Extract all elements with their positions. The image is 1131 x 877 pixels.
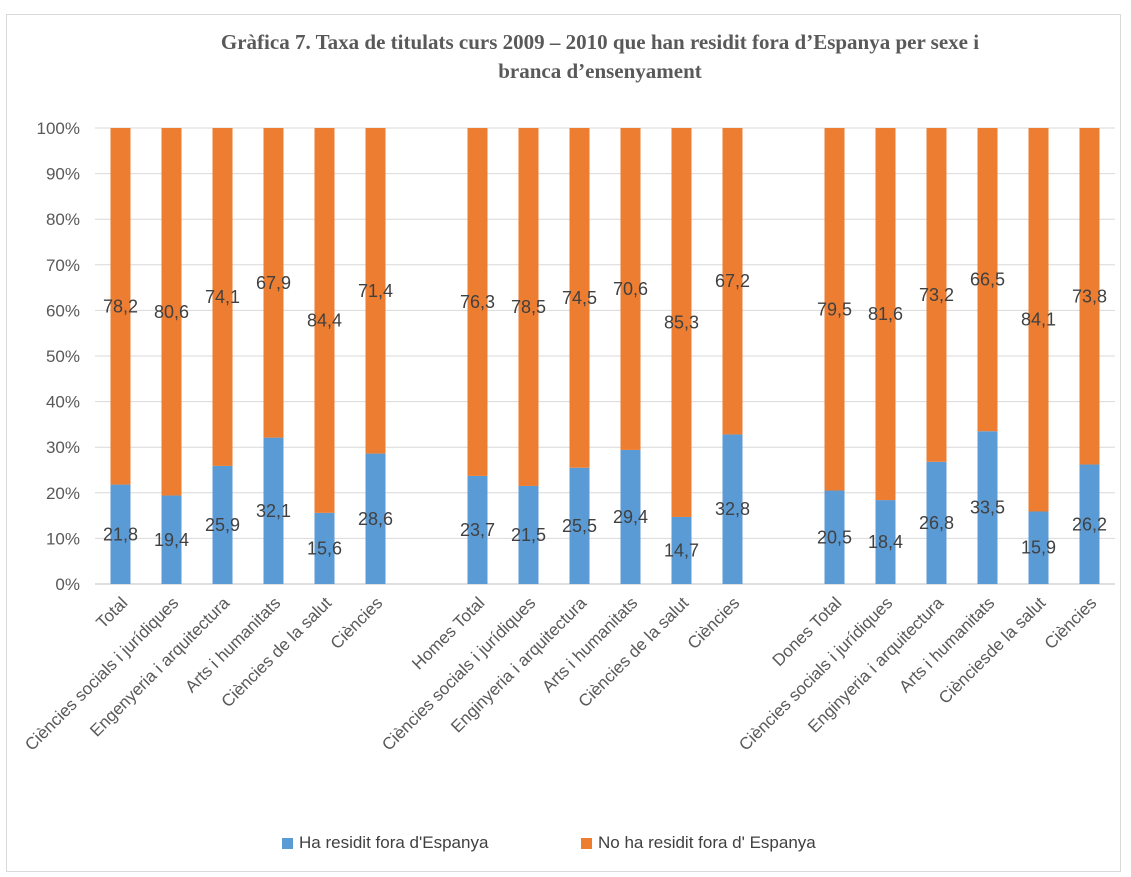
bar-segment-series-1 (824, 490, 845, 584)
data-label-series-1: 15,9 (1021, 538, 1056, 558)
bar-segment-series-1 (518, 485, 539, 584)
bar-segment-series-1 (926, 461, 947, 584)
bar-segment-series-2 (977, 128, 998, 432)
data-label-series-1: 25,9 (205, 515, 240, 535)
data-label-series-2: 76,3 (460, 292, 495, 312)
y-tick-label: 40% (46, 393, 80, 412)
bar-segment-series-1 (161, 495, 182, 584)
y-tick-label: 90% (46, 165, 80, 184)
bar-segment-series-1 (671, 516, 692, 584)
data-label-series-1: 19,4 (154, 530, 189, 550)
legend-item-series-1: Ha residit fora d'Espanya (282, 833, 488, 853)
data-label-series-2: 71,4 (358, 281, 393, 301)
data-label-series-1: 32,8 (715, 499, 750, 519)
data-label-series-2: 85,3 (664, 312, 699, 332)
y-tick-label: 80% (46, 210, 80, 229)
data-label-series-1: 21,5 (511, 525, 546, 545)
data-label-series-2: 74,5 (562, 288, 597, 308)
bar-segment-series-1 (1079, 464, 1100, 584)
chart-title: Gràfica 7. Taxa de titulats curs 2009 – … (220, 30, 980, 83)
bar-segment-series-2 (620, 128, 641, 450)
bar-segment-series-2 (365, 128, 386, 454)
x-tick-label: Total (92, 593, 131, 632)
data-label-series-2: 70,6 (613, 279, 648, 299)
y-tick-label: 10% (46, 529, 80, 548)
data-label-series-2: 84,1 (1021, 310, 1056, 330)
data-label-series-2: 66,5 (970, 270, 1005, 290)
bar-segment-series-1 (875, 500, 896, 584)
bar-segment-series-1 (314, 512, 335, 584)
data-label-series-2: 84,4 (307, 310, 342, 330)
bar-segment-series-2 (1079, 128, 1100, 465)
data-label-series-2: 80,6 (154, 302, 189, 322)
data-label-series-2: 78,2 (103, 296, 138, 316)
data-label-series-2: 81,6 (868, 304, 903, 324)
x-tick-label: Ciències (684, 593, 744, 653)
bar-segment-series-1 (722, 434, 743, 584)
data-label-series-2: 67,9 (256, 273, 291, 293)
data-label-series-1: 15,6 (307, 538, 342, 558)
bar-segment-series-2 (263, 128, 284, 438)
bar-segment-series-2 (518, 128, 539, 486)
bar-segment-series-2 (212, 128, 233, 466)
data-label-series-1: 23,7 (460, 520, 495, 540)
x-tick-label: Ciències (327, 593, 387, 653)
legend-label-series-2: No ha residit fora d' Espanya (598, 833, 816, 852)
bar-segment-series-2 (875, 128, 896, 501)
bar-segment-series-2 (161, 128, 182, 496)
y-tick-label: 20% (46, 484, 80, 503)
bar-segment-series-1 (212, 465, 233, 584)
y-tick-label: 70% (46, 256, 80, 275)
data-label-series-2: 78,5 (511, 297, 546, 317)
data-label-series-1: 14,7 (664, 540, 699, 560)
bar-segment-series-2 (467, 128, 488, 476)
x-tick-label: Arts i humanitats (538, 593, 641, 696)
legend-label-series-1: Ha residit fora d'Espanya (299, 833, 489, 852)
data-label-series-1: 32,1 (256, 501, 291, 521)
legend-item-series-2: No ha residit fora d' Espanya (581, 833, 816, 853)
bar-segment-series-1 (1028, 511, 1049, 584)
bar-segment-series-2 (569, 128, 590, 468)
data-label-series-1: 28,6 (358, 509, 393, 529)
bar-segment-series-2 (314, 128, 335, 513)
bar-segment-series-2 (722, 128, 743, 435)
data-label-series-1: 18,4 (868, 532, 903, 552)
y-tick-label: 60% (46, 301, 80, 320)
data-label-series-2: 67,2 (715, 271, 750, 291)
data-label-series-1: 20,5 (817, 527, 852, 547)
bar-segment-series-1 (977, 431, 998, 584)
data-label-series-2: 79,5 (817, 299, 852, 319)
bar-segment-series-2 (110, 128, 131, 485)
x-tick-label: Arts i humanitats (895, 593, 998, 696)
data-label-series-1: 29,4 (613, 507, 648, 527)
bar-segment-series-1 (110, 484, 131, 584)
bar-segment-series-2 (671, 128, 692, 517)
legend-swatch-series-2 (581, 837, 592, 849)
data-label-series-1: 33,5 (970, 498, 1005, 518)
bar-segment-series-1 (365, 453, 386, 584)
x-tick-label: Ciències (1041, 593, 1101, 653)
y-tick-label: 50% (46, 347, 80, 366)
data-label-series-1: 25,5 (562, 516, 597, 536)
data-label-series-2: 74,1 (205, 287, 240, 307)
bar-segment-series-1 (620, 449, 641, 584)
bar-segment-series-2 (824, 128, 845, 491)
bar-segment-series-1 (263, 437, 284, 584)
bar-segment-series-2 (1028, 128, 1049, 512)
data-label-series-2: 73,2 (919, 285, 954, 305)
data-label-series-1: 26,8 (919, 513, 954, 533)
bar-segment-series-2 (926, 128, 947, 462)
y-tick-label: 30% (46, 438, 80, 457)
legend-swatch-series-1 (282, 837, 293, 849)
x-tick-label: Arts i humanitats (181, 593, 284, 696)
data-label-series-2: 73,8 (1072, 286, 1107, 306)
bar-segment-series-1 (467, 475, 488, 584)
bar-segment-series-1 (569, 467, 590, 584)
data-label-series-1: 26,2 (1072, 514, 1107, 534)
y-tick-label: 100% (37, 119, 80, 138)
data-label-series-1: 21,8 (103, 524, 138, 544)
y-tick-label: 0% (55, 575, 80, 594)
